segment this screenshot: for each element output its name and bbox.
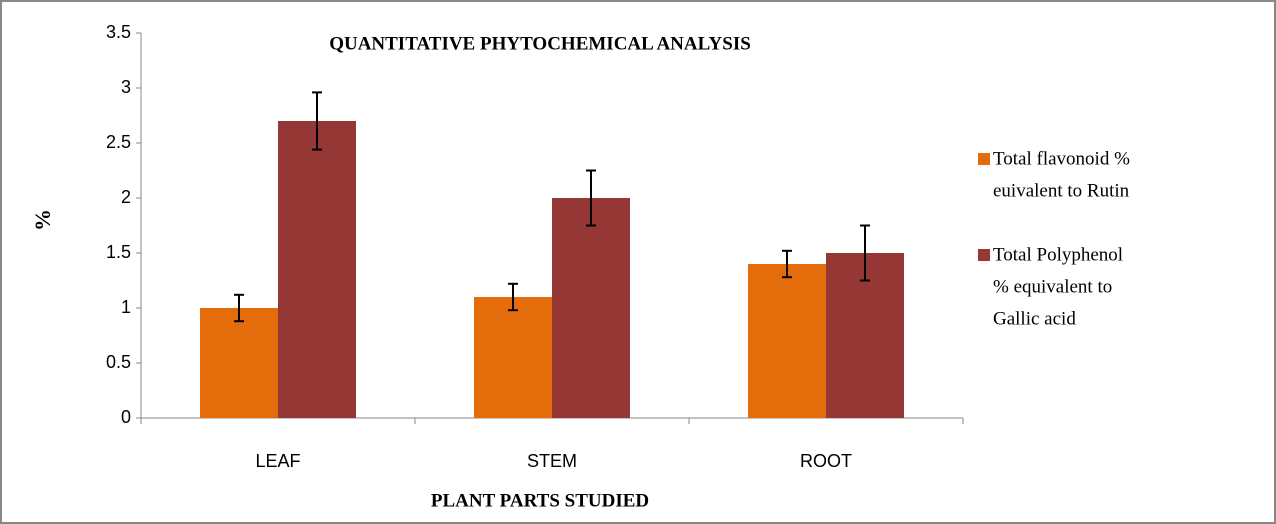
- y-tick-label: 1: [121, 297, 131, 317]
- x-tick-label: LEAF: [255, 451, 300, 471]
- error-bar: [782, 249, 792, 279]
- y-axis-title: %: [30, 209, 55, 231]
- bar: [748, 264, 826, 418]
- y-tick-label: 2.5: [106, 132, 131, 152]
- legend-swatch: [978, 153, 990, 165]
- x-tick-label: ROOT: [800, 451, 852, 471]
- bar: [552, 198, 630, 418]
- error-bar: [586, 169, 596, 227]
- y-tick-label: 3.5: [106, 22, 131, 42]
- error-bar: [508, 282, 518, 312]
- y-tick-label: 2: [121, 187, 131, 207]
- legend-label: euivalent to Rutin: [993, 180, 1130, 201]
- legend-label: Total Polyphenol: [993, 244, 1123, 265]
- legend-label: % equivalent to: [993, 276, 1112, 297]
- bar: [200, 308, 278, 418]
- x-axis-title: PLANT PARTS STUDIED: [431, 490, 649, 511]
- legend-swatch: [978, 249, 990, 261]
- legend-label: Gallic acid: [993, 308, 1076, 329]
- y-tick-label: 0: [121, 407, 131, 427]
- legend-label: Total flavonoid %: [993, 148, 1130, 169]
- y-tick-label: 1.5: [106, 242, 131, 262]
- y-tick-label: 0.5: [106, 352, 131, 372]
- y-tick-label: 3: [121, 77, 131, 97]
- bar: [474, 297, 552, 418]
- error-bar: [860, 224, 870, 282]
- bar: [278, 121, 356, 418]
- chart-title: QUANTITATIVE PHYTOCHEMICAL ANALYSIS: [329, 33, 751, 54]
- error-bar: [234, 293, 244, 323]
- error-bar: [312, 91, 322, 151]
- x-tick-label: STEM: [527, 451, 577, 471]
